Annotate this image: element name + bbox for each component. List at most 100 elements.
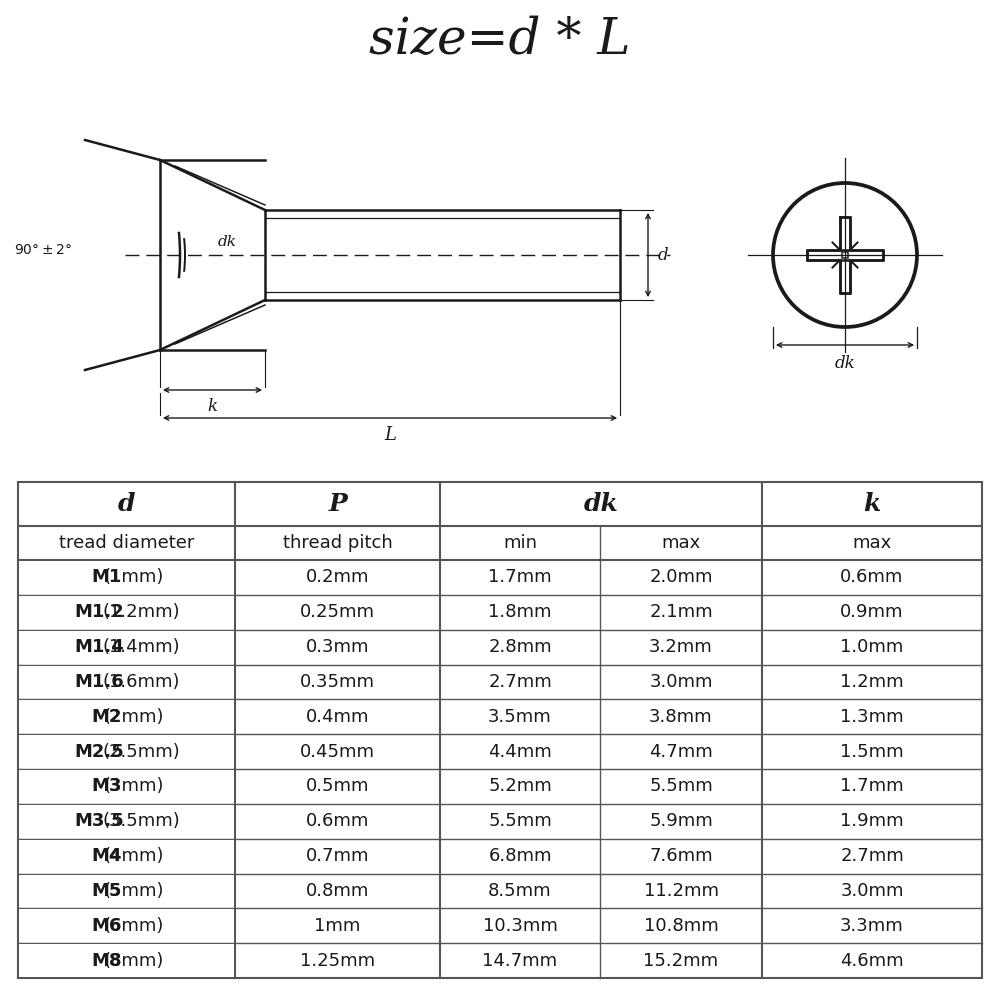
Text: (8mm): (8mm) <box>104 952 164 970</box>
Text: M5 (5mm): M5 (5mm) <box>80 882 173 900</box>
Text: M2.5 (2.5mm): M2.5 (2.5mm) <box>63 743 190 761</box>
Text: 1.2mm: 1.2mm <box>840 673 904 691</box>
Text: 1.0mm: 1.0mm <box>840 638 904 656</box>
Text: 1mm: 1mm <box>314 917 361 935</box>
Text: 0.3mm: 0.3mm <box>306 638 369 656</box>
Text: M3: M3 <box>92 777 122 795</box>
Text: (3mm): (3mm) <box>104 777 164 795</box>
Text: M8: M8 <box>111 952 142 970</box>
Text: 4.6mm: 4.6mm <box>840 952 904 970</box>
Bar <box>19 561 234 594</box>
Text: M3.5: M3.5 <box>104 812 149 830</box>
Text: (3.5mm): (3.5mm) <box>102 812 180 830</box>
Text: M8 (8mm): M8 (8mm) <box>80 952 173 970</box>
Text: (1mm): (1mm) <box>104 568 164 586</box>
Text: 1.7mm: 1.7mm <box>840 777 904 795</box>
Text: M1 (1mm): M1 (1mm) <box>80 568 173 586</box>
Text: thread pitch: thread pitch <box>283 534 392 552</box>
Text: M2 (2mm): M2 (2mm) <box>80 708 173 726</box>
Bar <box>19 909 234 942</box>
Text: (1.2mm): (1.2mm) <box>102 603 180 621</box>
Text: 1.5mm: 1.5mm <box>840 743 904 761</box>
Text: 4.7mm: 4.7mm <box>649 743 713 761</box>
Text: 1.9mm: 1.9mm <box>840 812 904 830</box>
Text: 2.1mm: 2.1mm <box>649 603 713 621</box>
Text: (6mm): (6mm) <box>104 917 164 935</box>
Text: 0.9mm: 0.9mm <box>840 603 904 621</box>
Text: M6: M6 <box>111 917 142 935</box>
Text: size=d * L: size=d * L <box>369 15 631 65</box>
Text: dk: dk <box>584 492 618 516</box>
Text: 0.8mm: 0.8mm <box>306 882 369 900</box>
Text: M4: M4 <box>111 847 142 865</box>
Text: M1.4 (1.4mm): M1.4 (1.4mm) <box>63 638 190 656</box>
Text: min: min <box>503 534 537 552</box>
Text: 3.8mm: 3.8mm <box>649 708 713 726</box>
Text: k: k <box>863 492 881 516</box>
Text: 1.8mm: 1.8mm <box>488 603 552 621</box>
Text: 3.5mm: 3.5mm <box>488 708 552 726</box>
Text: 7.6mm: 7.6mm <box>649 847 713 865</box>
Bar <box>19 735 234 768</box>
Text: M4 (4mm): M4 (4mm) <box>80 847 173 865</box>
Text: (1.4mm): (1.4mm) <box>102 638 180 656</box>
Text: (2mm): (2mm) <box>104 708 164 726</box>
Bar <box>19 700 234 733</box>
Text: max: max <box>852 534 892 552</box>
Text: M8: M8 <box>92 952 122 970</box>
Text: M2: M2 <box>111 708 142 726</box>
Text: M4: M4 <box>113 847 140 865</box>
Text: M3: M3 <box>111 777 142 795</box>
Text: M1: M1 <box>111 568 142 586</box>
Bar <box>840 217 850 293</box>
Text: M3 (3mm): M3 (3mm) <box>80 777 173 795</box>
Text: M1.4: M1.4 <box>102 638 151 656</box>
Text: M5: M5 <box>113 882 140 900</box>
Text: 0.25mm: 0.25mm <box>300 603 375 621</box>
Bar <box>19 770 234 803</box>
Text: 10.8mm: 10.8mm <box>644 917 718 935</box>
Text: 3.0mm: 3.0mm <box>840 882 904 900</box>
Text: 2.7mm: 2.7mm <box>488 673 552 691</box>
Text: $90°\pm2°$: $90°\pm2°$ <box>14 243 72 257</box>
Text: M3.5: M3.5 <box>75 812 125 830</box>
Text: 4.4mm: 4.4mm <box>488 743 552 761</box>
Text: M1.2: M1.2 <box>104 603 149 621</box>
Text: M4: M4 <box>92 847 122 865</box>
Text: 2.8mm: 2.8mm <box>488 638 552 656</box>
Text: (2.5mm): (2.5mm) <box>102 743 180 761</box>
Text: 1.7mm: 1.7mm <box>488 568 552 586</box>
Text: 10.3mm: 10.3mm <box>483 917 557 935</box>
Text: 1.3mm: 1.3mm <box>840 708 904 726</box>
Text: M1.2: M1.2 <box>102 603 151 621</box>
Bar <box>18 482 982 978</box>
Text: k: k <box>207 398 218 415</box>
Text: M6 (6mm): M6 (6mm) <box>80 917 173 935</box>
Text: M2.5: M2.5 <box>75 743 125 761</box>
Text: 0.4mm: 0.4mm <box>306 708 369 726</box>
Text: M1.2: M1.2 <box>75 603 125 621</box>
Text: M1: M1 <box>92 568 122 586</box>
Text: L: L <box>384 426 396 444</box>
Text: (5mm): (5mm) <box>104 882 164 900</box>
Text: 6.8mm: 6.8mm <box>488 847 552 865</box>
Bar <box>19 596 234 629</box>
Text: M5: M5 <box>92 882 122 900</box>
Text: M1.6: M1.6 <box>75 673 125 691</box>
Text: M2: M2 <box>92 708 122 726</box>
Bar <box>19 666 234 698</box>
Text: M3: M3 <box>113 777 140 795</box>
Text: tread diameter: tread diameter <box>59 534 194 552</box>
Text: M8: M8 <box>113 952 140 970</box>
Text: 3.3mm: 3.3mm <box>840 917 904 935</box>
Text: M2.5: M2.5 <box>102 743 151 761</box>
Text: 0.6mm: 0.6mm <box>840 568 904 586</box>
Text: 5.5mm: 5.5mm <box>649 777 713 795</box>
Text: 0.7mm: 0.7mm <box>306 847 369 865</box>
Text: 15.2mm: 15.2mm <box>643 952 719 970</box>
Text: 2.7mm: 2.7mm <box>840 847 904 865</box>
Text: P: P <box>328 492 347 516</box>
Text: d: d <box>118 492 135 516</box>
Text: 0.35mm: 0.35mm <box>300 673 375 691</box>
Text: M1.6: M1.6 <box>102 673 151 691</box>
